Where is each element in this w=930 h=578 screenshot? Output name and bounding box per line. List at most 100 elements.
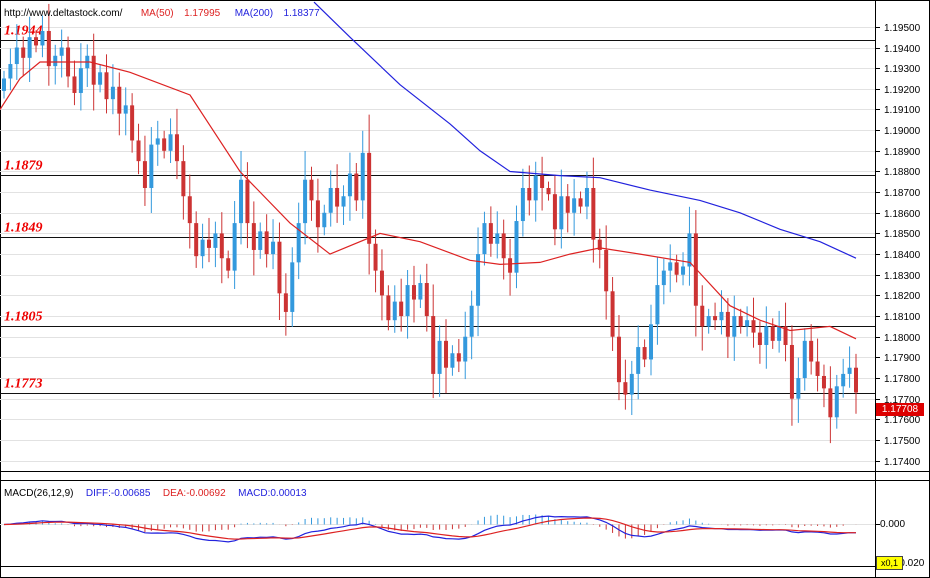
candle-body-45 [290,262,295,312]
macd-bottom-tick-label: -0.020 [896,558,925,569]
candle-body-34 [219,233,224,259]
candle-body-121 [777,326,782,341]
candle-body-57 [367,152,372,244]
candle-body-78 [501,233,506,259]
candle-body-100 [642,347,647,360]
y-tick-label-16: 1.17900 [884,353,921,364]
macd-diff: DIFF:-0.00685 [85,488,151,499]
candle-body-105 [674,262,679,275]
y-tick-label-14: 1.18100 [884,312,921,323]
candle-body-19 [123,105,128,114]
y-tick-label-11: 1.18400 [884,250,921,261]
candle-body-81 [520,187,525,222]
candle-body-111 [713,316,718,321]
candle-body-110 [706,316,711,327]
candle-body-25 [162,138,167,151]
candle-body-29 [187,196,192,224]
candle-body-79 [508,258,513,273]
candle-body-36 [232,223,237,271]
candle-body-59 [379,270,384,296]
candle-body-119 [764,326,769,345]
candle-body-83 [533,175,538,201]
y-tick-label-0: 1.19500 [884,23,921,34]
candle-body-64 [411,285,416,300]
candle-body-60 [386,295,391,321]
macd-dea-line [3,517,856,540]
candle-body-5 [34,37,39,46]
candle-body-26 [168,134,173,151]
candle-body-23 [149,144,154,188]
candle-body-99 [636,347,641,374]
y-tick-label-6: 1.18900 [884,147,921,158]
candle-body-42 [271,241,276,255]
candle-body-53 [341,196,346,207]
candle-body-128 [821,375,826,389]
candle-body-55 [354,173,359,201]
candle-body-122 [783,326,788,345]
y-tick-label-1: 1.19400 [884,44,921,55]
candle-body-129 [828,388,833,418]
candle-body-44 [283,293,288,312]
candle-body-117 [751,320,756,333]
candle-body-124 [796,378,801,399]
candle-body-15 [98,72,103,85]
ma50-line [0,61,857,340]
candle-body-77 [495,233,500,244]
y-tick-label-20: 1.17500 [884,436,921,447]
candle-body-41 [264,231,269,255]
y-tick-label-10: 1.18500 [884,229,921,240]
source-url: http://www.deltastock.com/ [4,8,123,19]
candle-body-116 [745,320,750,327]
candle-body-11 [72,76,77,93]
candle-body-3 [21,47,26,58]
y-tick-label-5: 1.19000 [884,126,921,137]
candle-body-72 [463,336,468,362]
candle-body-71 [456,353,461,362]
macd-value: MACD:0.00013 [238,488,307,499]
y-tick-label-13: 1.18200 [884,291,921,302]
candle-body-65 [418,283,423,300]
level-label-2: 1.1849 [4,221,43,236]
candle-body-120 [770,326,775,341]
macd-dea: DEA:-0.00692 [162,488,226,499]
candle-body-31 [200,239,205,257]
level-label-3: 1.1805 [4,310,43,325]
candle-body-1 [8,64,13,79]
y-tick-label-15: 1.18000 [884,333,921,344]
candle-body-18 [117,86,122,114]
candle-body-28 [181,161,186,197]
candle-body-92 [591,187,596,240]
candle-body-123 [789,344,794,399]
candle-body-58 [373,243,378,271]
candle-body-0 [2,78,6,91]
candle-body-37 [239,179,244,224]
level-label-0: 1.1944 [4,24,43,39]
y-tick-label-21: 1.17400 [884,457,921,468]
candle-body-102 [655,285,660,325]
candle-body-107 [687,233,692,267]
level-label-1: 1.1879 [4,159,43,174]
y-tick-label-19: 1.17600 [884,415,921,426]
ma50-value: 1.17995 [184,8,221,19]
candle-body-48 [309,179,314,201]
y-tick-label-17: 1.17800 [884,374,921,385]
candle-body-49 [315,200,320,228]
candle-body-12 [78,68,83,93]
candle-body-114 [732,316,737,337]
candle-body-103 [661,270,666,286]
candle-body-35 [226,258,231,271]
scale-badge[interactable]: x0,1 [876,556,903,570]
candle-body-75 [482,223,487,255]
candle-body-67 [431,316,436,374]
candle-body-20 [130,105,135,141]
candle-body-125 [802,340,807,379]
candle-body-84 [540,175,545,188]
candle-body-68 [437,340,442,374]
candle-body-30 [194,223,199,257]
candle-body-90 [578,198,583,207]
candle-body-14 [91,55,96,85]
ma200-line [313,1,857,259]
scale-badge-label: x0,1 [880,558,898,568]
macd-bottom-tick: -0.020 [896,558,924,569]
candle-body-16 [104,72,109,100]
